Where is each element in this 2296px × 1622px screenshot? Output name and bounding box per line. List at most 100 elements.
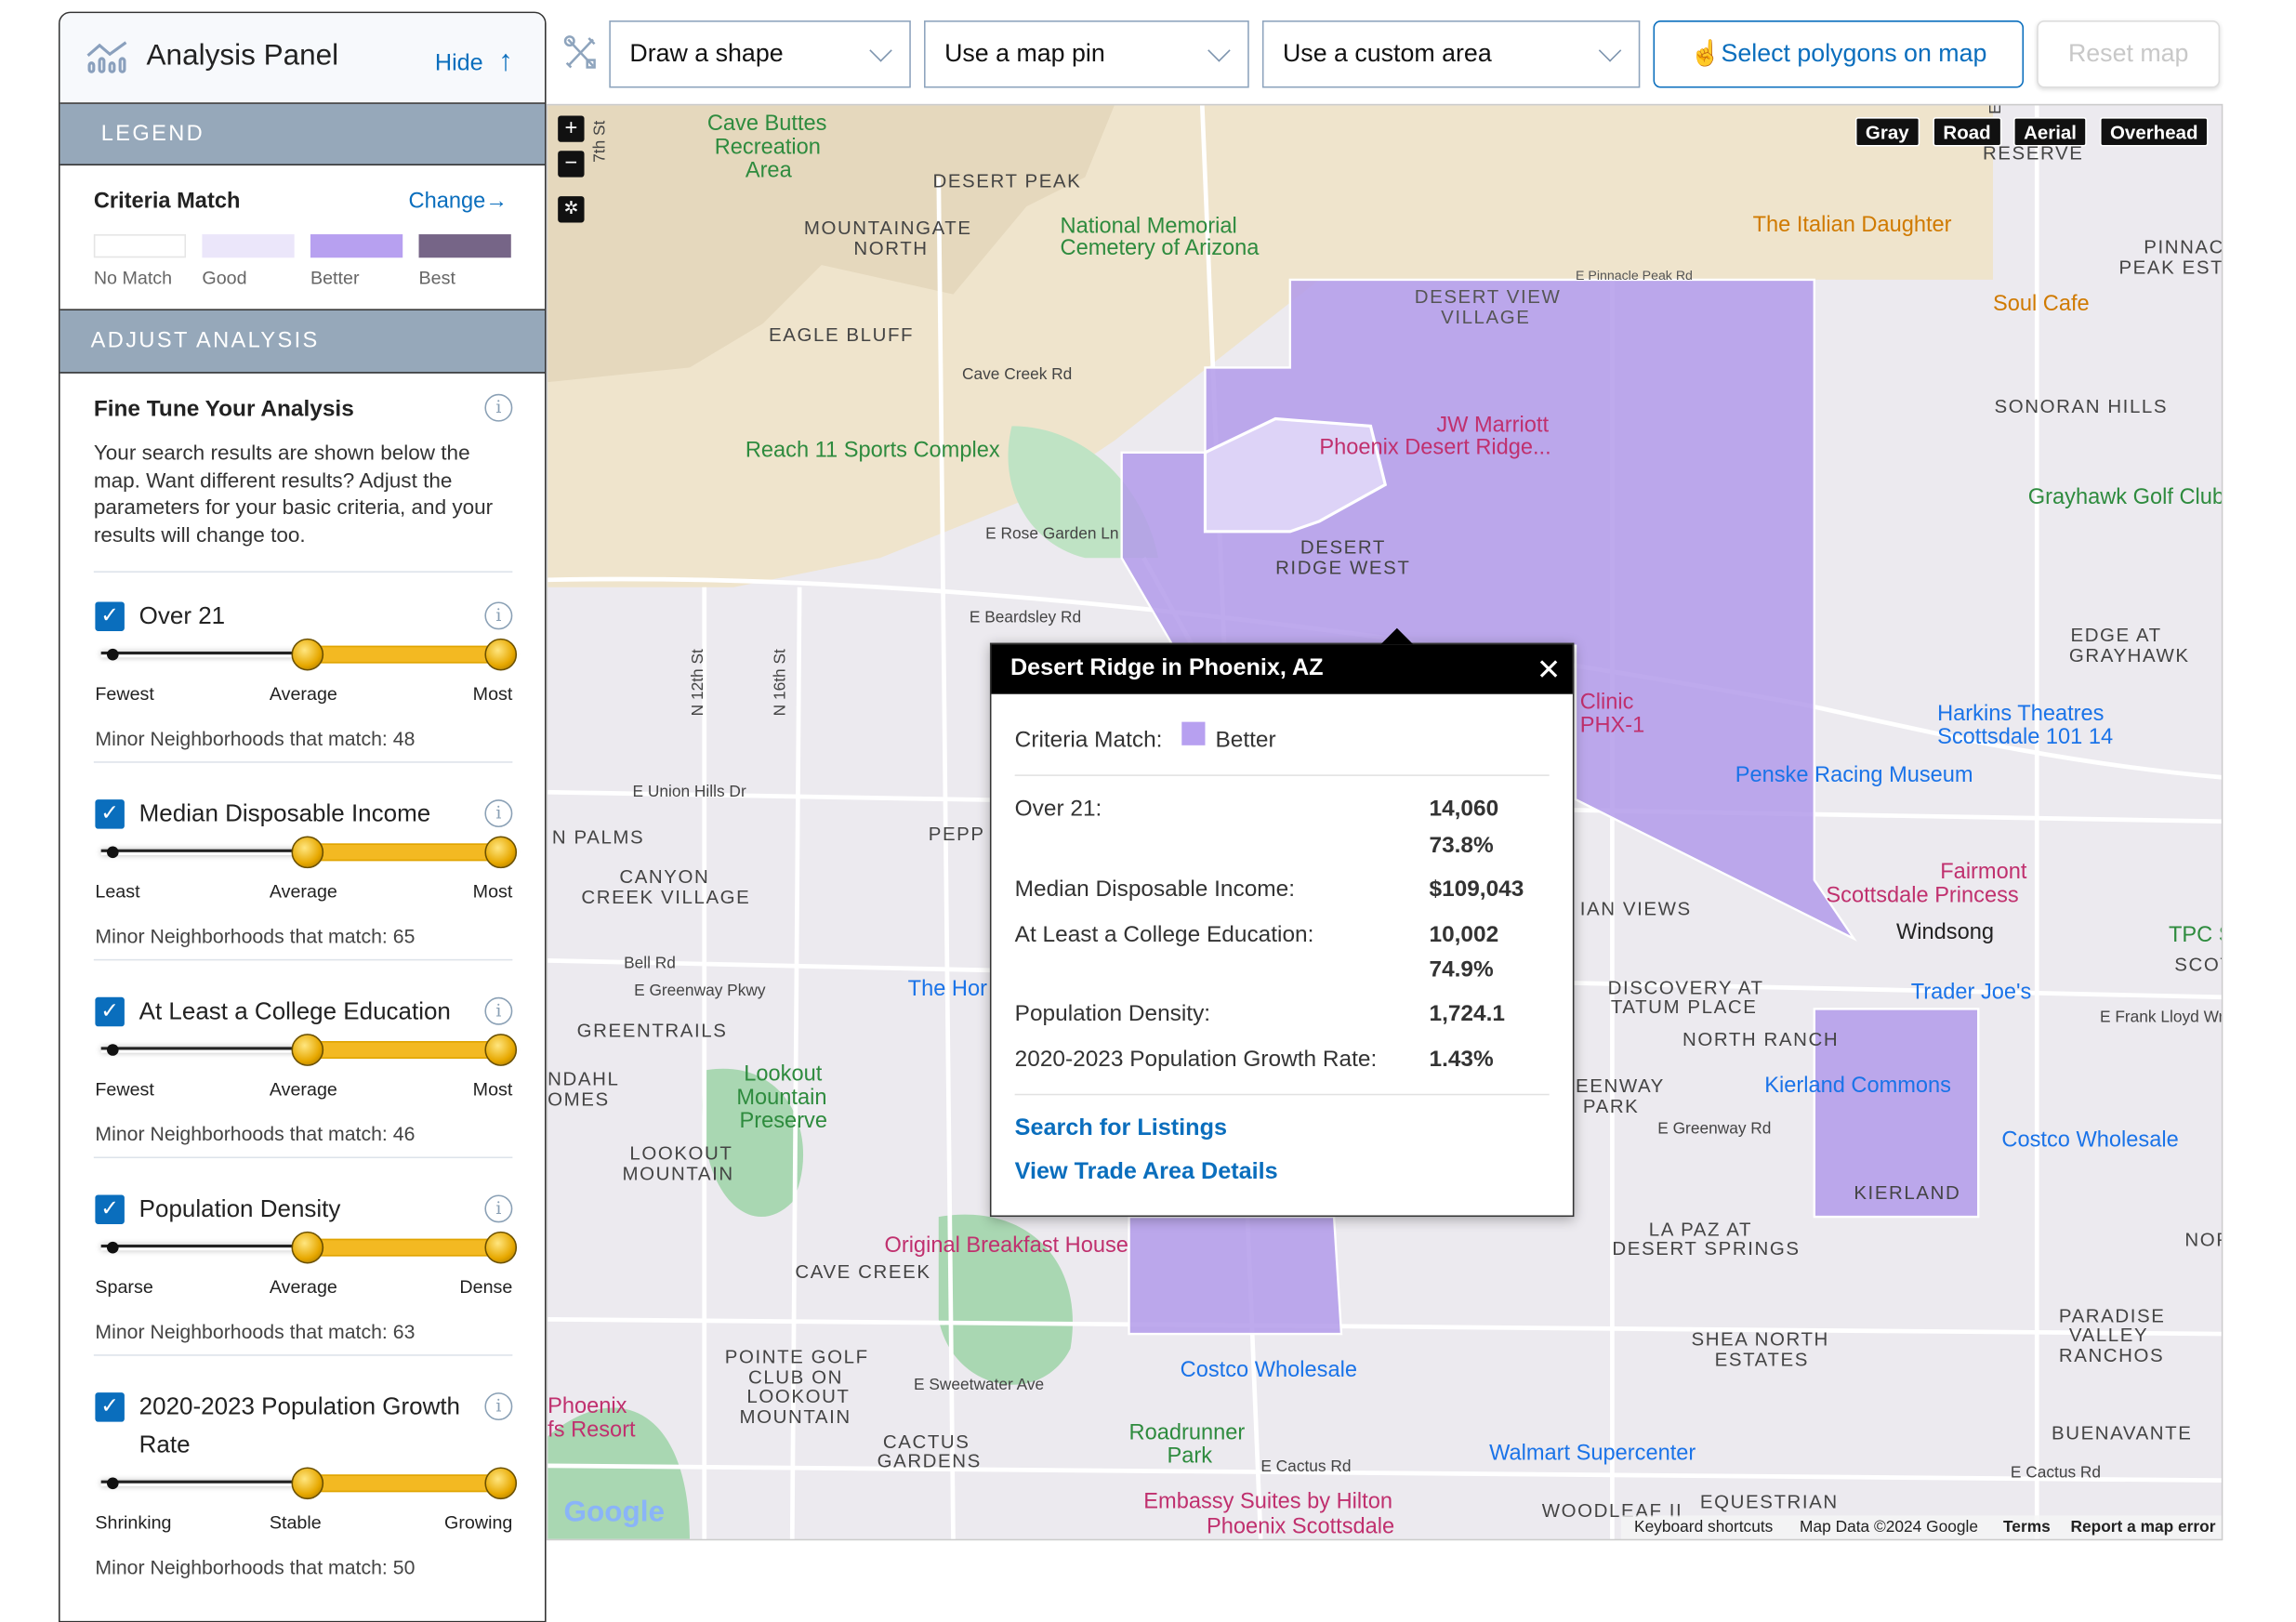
terms-link[interactable]: Terms — [2003, 1518, 2051, 1536]
map-label[interactable]: Mountain — [736, 1086, 826, 1110]
map-label[interactable]: Roadrunner — [1129, 1421, 1246, 1445]
map-label[interactable]: Phoenix — [548, 1394, 627, 1418]
map-label[interactable]: fs Resort — [548, 1418, 636, 1442]
map-label[interactable]: Clinic — [1580, 690, 1634, 714]
map-label[interactable]: Windsong — [1896, 920, 1994, 944]
map-label[interactable]: Grayhawk Golf Club — [2028, 485, 2223, 509]
map-label[interactable]: Phoenix Desert Ridge... — [1319, 435, 1550, 459]
slider-max-handle[interactable] — [484, 638, 518, 671]
zoom-in-button[interactable]: + — [558, 115, 585, 142]
map-label[interactable]: Soul Cafe — [1993, 292, 2090, 316]
map-label: CAVE CREEK — [795, 1261, 930, 1283]
info-icon[interactable]: i — [484, 393, 513, 422]
info-icon[interactable]: i — [484, 799, 513, 828]
map-label[interactable]: The Hor — [908, 977, 987, 1001]
map-label[interactable]: Harkins Theatres — [1937, 702, 2104, 726]
fine-tune-title: Fine Tune Your Analysis — [93, 396, 354, 422]
map-label[interactable]: Preserve — [740, 1109, 827, 1133]
hills-terrain — [548, 105, 1115, 383]
popup-row-value: 10,002 — [1429, 922, 1499, 948]
slider-min-label: Fewest — [95, 1078, 154, 1101]
slider-min-handle[interactable] — [291, 1034, 324, 1066]
map-label[interactable]: Fairmont — [1940, 860, 2027, 884]
map-label[interactable]: PHX-1 — [1580, 714, 1645, 738]
good-match-polygon[interactable] — [1203, 416, 1388, 534]
map-type-overhead[interactable]: Overhead — [2099, 117, 2209, 147]
map-label[interactable]: Penske Racing Museum — [1735, 763, 1973, 787]
map-label[interactable]: Reach 11 Sports Complex — [746, 438, 1000, 462]
map-label[interactable]: JW Marriott — [1436, 414, 1549, 438]
map-label[interactable]: Scottsdale 101 14 — [1937, 725, 2113, 749]
keyboard-shortcuts-link[interactable]: Keyboard shortcuts — [1634, 1518, 1774, 1536]
slider-max-handle[interactable] — [484, 1467, 518, 1500]
info-icon[interactable]: i — [484, 996, 513, 1025]
report-map-error-link[interactable]: Report a map error — [2070, 1518, 2216, 1536]
map-label[interactable]: Cave Buttes — [707, 112, 827, 136]
slider-max-label: Most — [472, 881, 513, 903]
select-polygons-button[interactable]: ☝Select polygons on map — [1653, 20, 2025, 88]
map-pin-dropdown[interactable]: Use a map pin — [924, 20, 1249, 88]
info-icon[interactable]: i — [484, 1392, 513, 1421]
map-type-gray[interactable]: Gray — [1854, 117, 1920, 147]
map-label[interactable]: Scottsdale Princess — [1826, 883, 2018, 907]
slider-min-handle[interactable] — [291, 1231, 324, 1264]
map-label[interactable]: Cemetery of Arizona — [1061, 236, 1260, 260]
change-button[interactable]: Change→ — [409, 189, 508, 214]
map-data-label: Map Data ©2024 Google — [1800, 1518, 1979, 1536]
slider-max-label: Most — [472, 683, 513, 705]
criterion-checkbox[interactable]: ✓ — [95, 1194, 125, 1224]
slider-min-handle[interactable] — [291, 1467, 324, 1500]
slider-max-label: Dense — [459, 1276, 513, 1298]
map-label[interactable]: Embassy Suites by Hilton — [1143, 1490, 1392, 1514]
map-label[interactable]: Walmart Supercenter — [1489, 1442, 1696, 1466]
map-label[interactable]: The Italian Daughter — [1753, 213, 1952, 237]
slider-fill — [307, 843, 514, 862]
map-label: RIDGE WEST — [1275, 558, 1410, 579]
map-label[interactable]: Recreation — [715, 135, 821, 159]
map-label[interactable]: TPC S — [2169, 923, 2223, 947]
map-label[interactable]: Original Breakfast House — [884, 1233, 1128, 1258]
criterion-checkbox[interactable]: ✓ — [95, 601, 125, 631]
custom-area-dropdown[interactable]: Use a custom area — [1261, 20, 1641, 88]
draw-shape-dropdown[interactable]: Draw a shape — [609, 20, 911, 88]
map-label[interactable]: Costco Wholesale — [2001, 1127, 2178, 1152]
map-label: N PALMS — [552, 826, 644, 848]
slider-max-handle[interactable] — [484, 1034, 518, 1066]
info-icon[interactable]: i — [484, 601, 513, 630]
criterion-range-slider[interactable] — [100, 836, 518, 869]
info-icon[interactable]: i — [484, 1194, 513, 1223]
slider-min-handle[interactable] — [291, 836, 324, 869]
slider-max-handle[interactable] — [484, 1231, 518, 1264]
criterion-checkbox[interactable]: ✓ — [95, 1392, 125, 1422]
reset-map-button[interactable]: Reset map — [2037, 20, 2221, 88]
criterion-range-slider[interactable] — [100, 1034, 518, 1066]
search-listings-link[interactable]: Search for Listings — [1014, 1115, 1227, 1141]
better-match-polygon[interactable] — [1128, 1215, 1343, 1336]
criterion-range-slider[interactable] — [100, 1231, 518, 1264]
criterion-checkbox[interactable]: ✓ — [95, 996, 125, 1027]
map-type-aerial[interactable]: Aerial — [2013, 117, 2088, 147]
close-icon[interactable]: ✕ — [1536, 654, 1562, 687]
better-match-polygon-kierland[interactable] — [1813, 1008, 1980, 1219]
map-label: CREEK VILLAGE — [581, 887, 750, 908]
map-label[interactable]: Park — [1168, 1444, 1213, 1469]
slider-max-handle[interactable] — [484, 836, 518, 869]
hide-panel-button[interactable]: Hide ↑ — [435, 46, 513, 79]
criterion-range-slider[interactable] — [100, 638, 518, 671]
criterion-range-slider[interactable] — [100, 1467, 518, 1500]
fullscreen-icon[interactable]: ✲ — [558, 196, 585, 223]
zoom-out-button[interactable]: − — [558, 151, 585, 178]
map-label: LA PAZ AT — [1649, 1220, 1752, 1241]
map-label[interactable]: Lookout — [744, 1062, 822, 1087]
map-label[interactable]: Area — [746, 159, 793, 183]
map-type-road[interactable]: Road — [1933, 117, 2001, 147]
view-trade-area-link[interactable]: View Trade Area Details — [1014, 1159, 1278, 1185]
map-label[interactable]: National Memorial — [1061, 214, 1237, 238]
slider-min-handle[interactable] — [291, 638, 324, 671]
criterion-checkbox[interactable]: ✓ — [95, 799, 125, 829]
map-label[interactable]: Phoenix Scottsdale — [1207, 1514, 1394, 1538]
map-label[interactable]: Costco Wholesale — [1181, 1358, 1357, 1382]
map-label[interactable]: Trader Joe's — [1911, 980, 2032, 1004]
google-logo: Google — [563, 1496, 666, 1529]
map-label[interactable]: Kierland Commons — [1764, 1074, 1951, 1098]
